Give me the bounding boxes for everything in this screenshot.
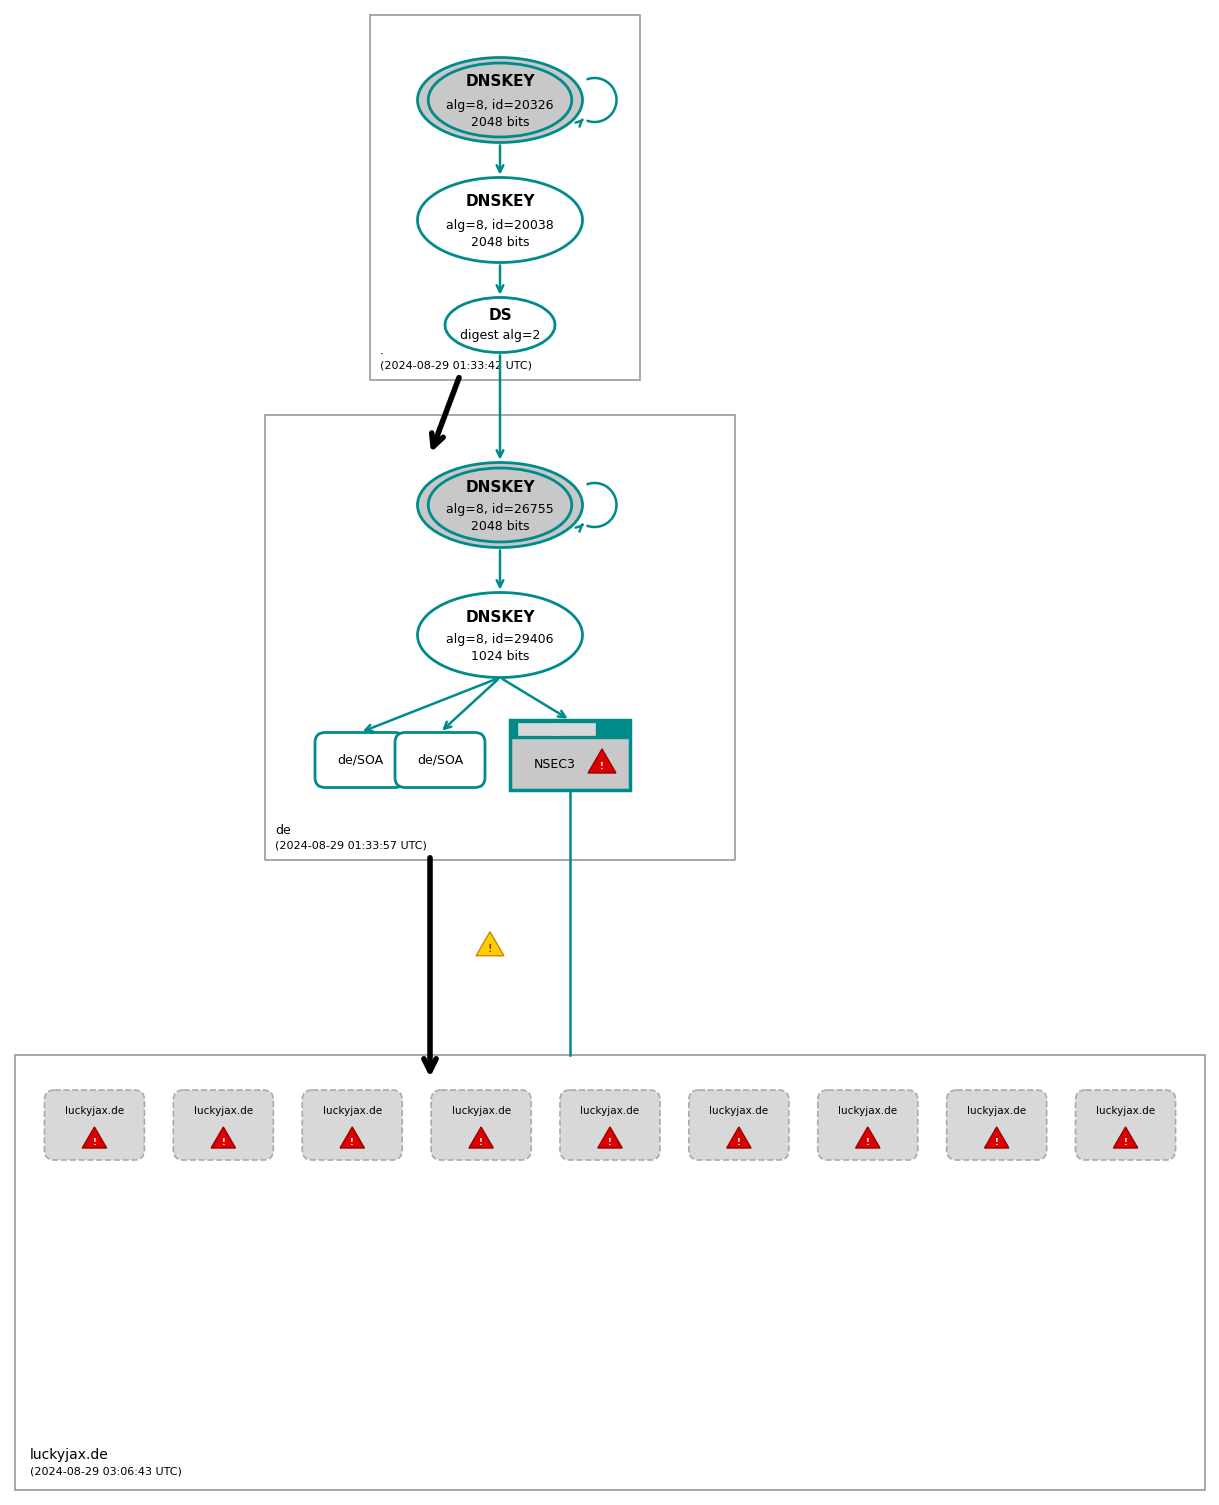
Ellipse shape <box>445 298 555 352</box>
FancyBboxPatch shape <box>560 1090 659 1160</box>
Text: 2048 bits: 2048 bits <box>471 521 529 533</box>
FancyBboxPatch shape <box>553 722 595 734</box>
Polygon shape <box>82 1127 106 1148</box>
Text: 2048 bits: 2048 bits <box>471 235 529 248</box>
Polygon shape <box>477 932 503 956</box>
Text: 2048 bits: 2048 bits <box>471 116 529 128</box>
Ellipse shape <box>417 593 583 677</box>
Text: .: . <box>380 343 384 357</box>
Text: alg=8, id=29406: alg=8, id=29406 <box>446 634 553 647</box>
Text: DNSKEY: DNSKEY <box>466 610 535 625</box>
Ellipse shape <box>417 57 583 143</box>
Ellipse shape <box>417 178 583 262</box>
FancyBboxPatch shape <box>395 733 485 787</box>
Text: (2024-08-29 01:33:57 UTC): (2024-08-29 01:33:57 UTC) <box>275 841 427 850</box>
Polygon shape <box>597 1127 622 1148</box>
Text: NSEC3: NSEC3 <box>534 759 575 772</box>
FancyBboxPatch shape <box>371 15 640 379</box>
Polygon shape <box>727 1127 751 1148</box>
Text: DNSKEY: DNSKEY <box>466 194 535 209</box>
Text: !: ! <box>488 944 492 954</box>
Text: (2024-08-29 01:33:42 UTC): (2024-08-29 01:33:42 UTC) <box>380 361 531 372</box>
FancyBboxPatch shape <box>1075 1090 1175 1160</box>
Polygon shape <box>211 1127 235 1148</box>
Text: !: ! <box>222 1138 226 1147</box>
Text: !: ! <box>737 1138 741 1147</box>
Text: 1024 bits: 1024 bits <box>471 650 529 664</box>
Text: DNSKEY: DNSKEY <box>466 480 535 495</box>
Polygon shape <box>1113 1127 1137 1148</box>
Polygon shape <box>469 1127 494 1148</box>
Text: digest alg=2: digest alg=2 <box>460 328 540 342</box>
FancyBboxPatch shape <box>947 1090 1047 1160</box>
Text: luckyjax.de: luckyjax.de <box>1096 1106 1156 1117</box>
Text: (2024-08-29 03:06:43 UTC): (2024-08-29 03:06:43 UTC) <box>30 1467 182 1476</box>
FancyBboxPatch shape <box>302 1090 402 1160</box>
FancyBboxPatch shape <box>15 1055 1206 1490</box>
Text: luckyjax.de: luckyjax.de <box>65 1106 124 1117</box>
Text: luckyjax.de: luckyjax.de <box>451 1106 511 1117</box>
FancyBboxPatch shape <box>173 1090 273 1160</box>
Polygon shape <box>856 1127 880 1148</box>
Text: !: ! <box>479 1138 483 1147</box>
Text: !: ! <box>865 1138 869 1147</box>
Text: de/SOA: de/SOA <box>417 754 463 766</box>
FancyBboxPatch shape <box>432 1090 531 1160</box>
Text: luckyjax.de: luckyjax.de <box>30 1448 108 1461</box>
Text: luckyjax.de: luckyjax.de <box>967 1106 1026 1117</box>
FancyBboxPatch shape <box>818 1090 918 1160</box>
Text: !: ! <box>608 1138 612 1147</box>
Text: DNSKEY: DNSKEY <box>466 75 535 89</box>
FancyBboxPatch shape <box>315 733 405 787</box>
Text: luckyjax.de: luckyjax.de <box>580 1106 640 1117</box>
Text: alg=8, id=26755: alg=8, id=26755 <box>446 504 553 516</box>
Text: alg=8, id=20326: alg=8, id=20326 <box>446 98 553 111</box>
Text: !: ! <box>93 1138 96 1147</box>
FancyBboxPatch shape <box>518 722 560 734</box>
FancyBboxPatch shape <box>510 719 630 737</box>
Text: de/SOA: de/SOA <box>336 754 383 766</box>
FancyBboxPatch shape <box>265 415 735 859</box>
Text: alg=8, id=20038: alg=8, id=20038 <box>446 218 553 232</box>
Text: luckyjax.de: luckyjax.de <box>194 1106 252 1117</box>
Text: luckyjax.de: luckyjax.de <box>323 1106 382 1117</box>
Text: luckyjax.de: luckyjax.de <box>839 1106 897 1117</box>
Text: !: ! <box>1124 1138 1128 1147</box>
Text: DS: DS <box>488 307 512 322</box>
Text: de: de <box>275 823 291 837</box>
Ellipse shape <box>417 462 583 548</box>
Text: luckyjax.de: luckyjax.de <box>709 1106 768 1117</box>
Polygon shape <box>340 1127 364 1148</box>
FancyBboxPatch shape <box>44 1090 144 1160</box>
Text: !: ! <box>600 762 603 771</box>
Polygon shape <box>588 749 616 774</box>
FancyBboxPatch shape <box>689 1090 789 1160</box>
Polygon shape <box>985 1127 1009 1148</box>
Text: !: ! <box>350 1138 355 1147</box>
Text: !: ! <box>995 1138 998 1147</box>
FancyBboxPatch shape <box>510 719 630 790</box>
